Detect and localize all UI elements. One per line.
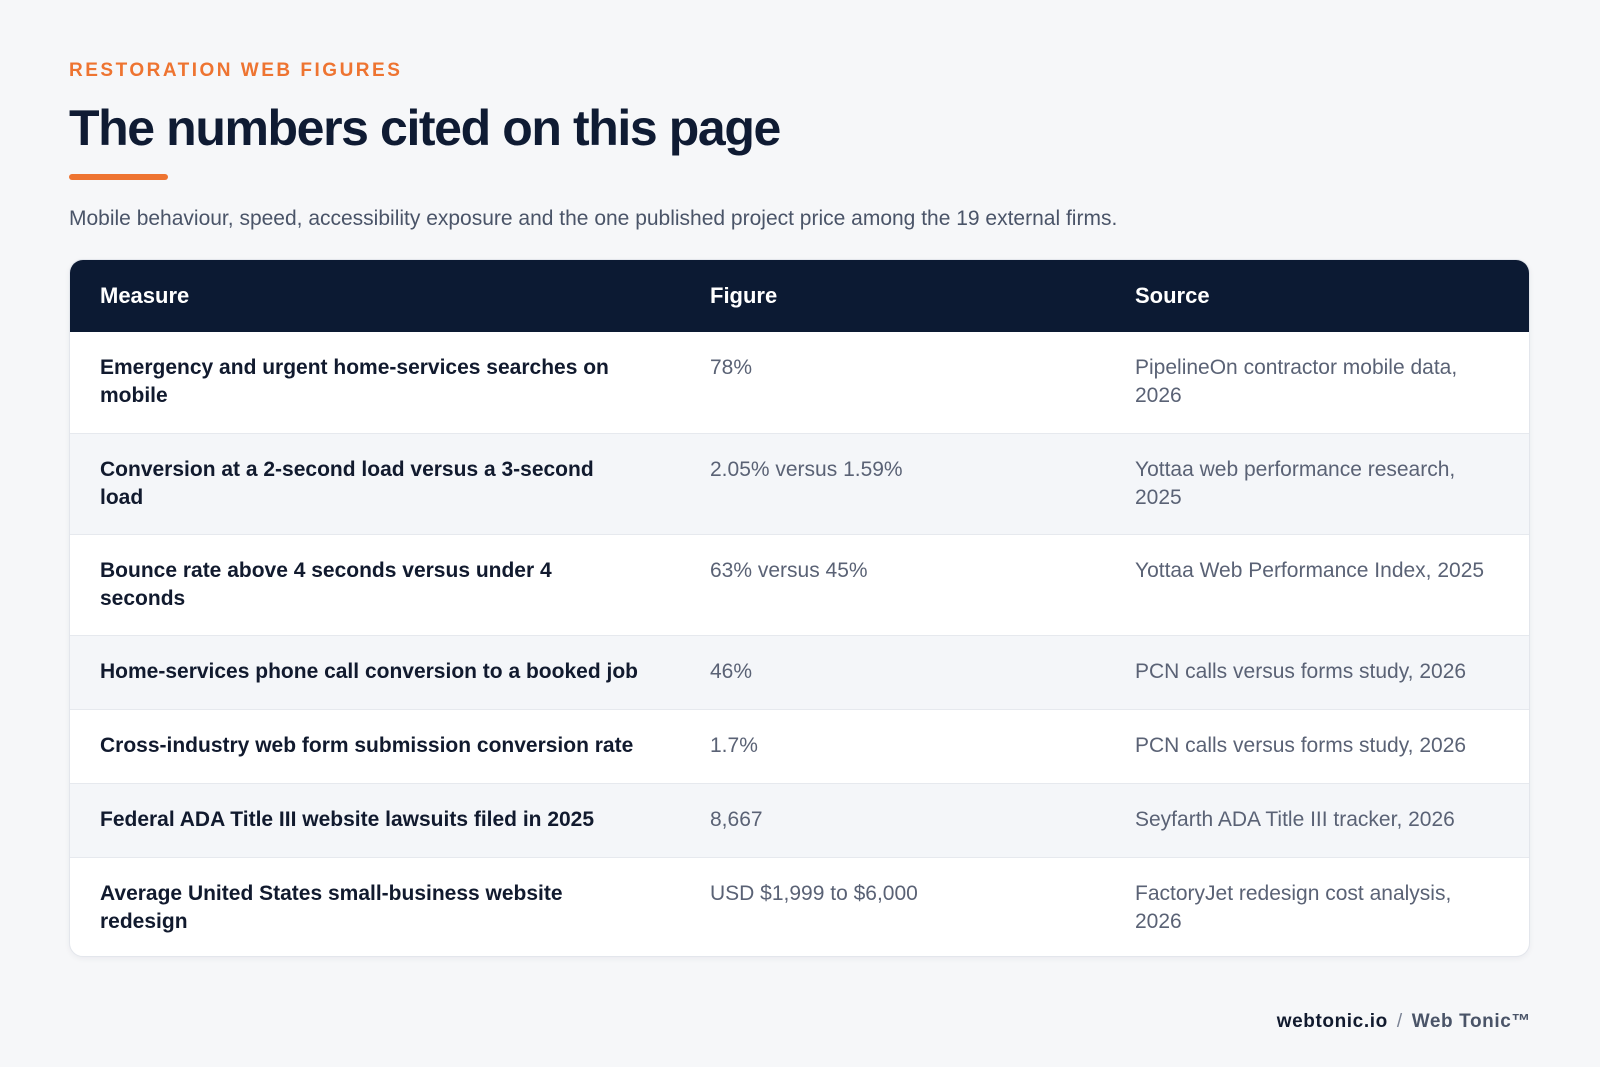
table-row: Conversion at a 2-second load versus a 3… [70,432,1529,534]
source-cell: Yottaa Web Performance Index, 2025 [1105,533,1529,635]
measure-cell: Bounce rate above 4 seconds versus under… [70,533,680,635]
table-header: Measure Figure Source [70,260,1529,332]
figure-cell: USD $1,999 to $6,000 [680,856,1105,956]
figure-cell: 63% versus 45% [680,533,1105,635]
table-row: Average United States small-business web… [70,856,1529,956]
source-cell: Yottaa web performance research, 2025 [1105,432,1529,534]
footer-credit: webtonic.io / Web Tonic™ [1277,1011,1531,1033]
column-header-measure: Measure [100,283,190,308]
footer-brand: Web Tonic™ [1411,1011,1531,1032]
column-header-source: Source [1135,283,1210,308]
column-header-figure: Figure [710,283,778,308]
table-body: Emergency and urgent home-services searc… [70,332,1529,956]
source-cell: PipelineOn contractor mobile data, 2026 [1135,356,1458,407]
measure-cell: Home-services phone call conversion to a… [70,634,680,709]
figure-cell: 46% [680,634,1105,709]
table-header-row: Measure Figure Source [70,260,1529,332]
figure-cell: 1.7% [680,708,1105,783]
title-underline [69,174,168,180]
source-cell: Seyfarth ADA Title III tracker, 2026 [1105,782,1529,857]
eyebrow-label: RESTORATION WEB FIGURES [69,60,403,81]
source-cell: PCN calls versus forms study, 2026 [1105,708,1529,783]
page-subtitle: Mobile behaviour, speed, accessibility e… [69,207,1118,230]
footer-site: webtonic.io [1276,1011,1388,1032]
table-row: Bounce rate above 4 seconds versus under… [70,533,1529,635]
footer-separator: / [1396,1011,1403,1032]
table-row: Cross-industry web form submission conve… [70,708,1529,783]
table-row: Federal ADA Title III website lawsuits f… [70,782,1529,857]
table-row: Home-services phone call conversion to a… [70,634,1529,709]
figures-table-card: Measure Figure Source Emergency and urge… [69,259,1530,957]
source-cell: PCN calls versus forms study, 2026 [1105,634,1529,709]
figure-cell: 78% [710,356,753,379]
source-cell: FactoryJet redesign cost analysis, 2026 [1105,856,1529,956]
measure-cell: Conversion at a 2-second load versus a 3… [70,432,680,534]
figure-cell: 2.05% versus 1.59% [680,432,1105,534]
page-title: The numbers cited on this page [69,100,781,156]
table-row: Emergency and urgent home-services searc… [70,332,1529,433]
measure-cell: Emergency and urgent home-services searc… [100,356,609,407]
figures-table: Measure Figure Source Emergency and urge… [70,260,1529,956]
measure-cell: Federal ADA Title III website lawsuits f… [70,782,680,857]
figure-cell: 8,667 [680,782,1105,857]
measure-cell: Cross-industry web form submission conve… [70,708,680,783]
measure-cell: Average United States small-business web… [70,856,680,956]
